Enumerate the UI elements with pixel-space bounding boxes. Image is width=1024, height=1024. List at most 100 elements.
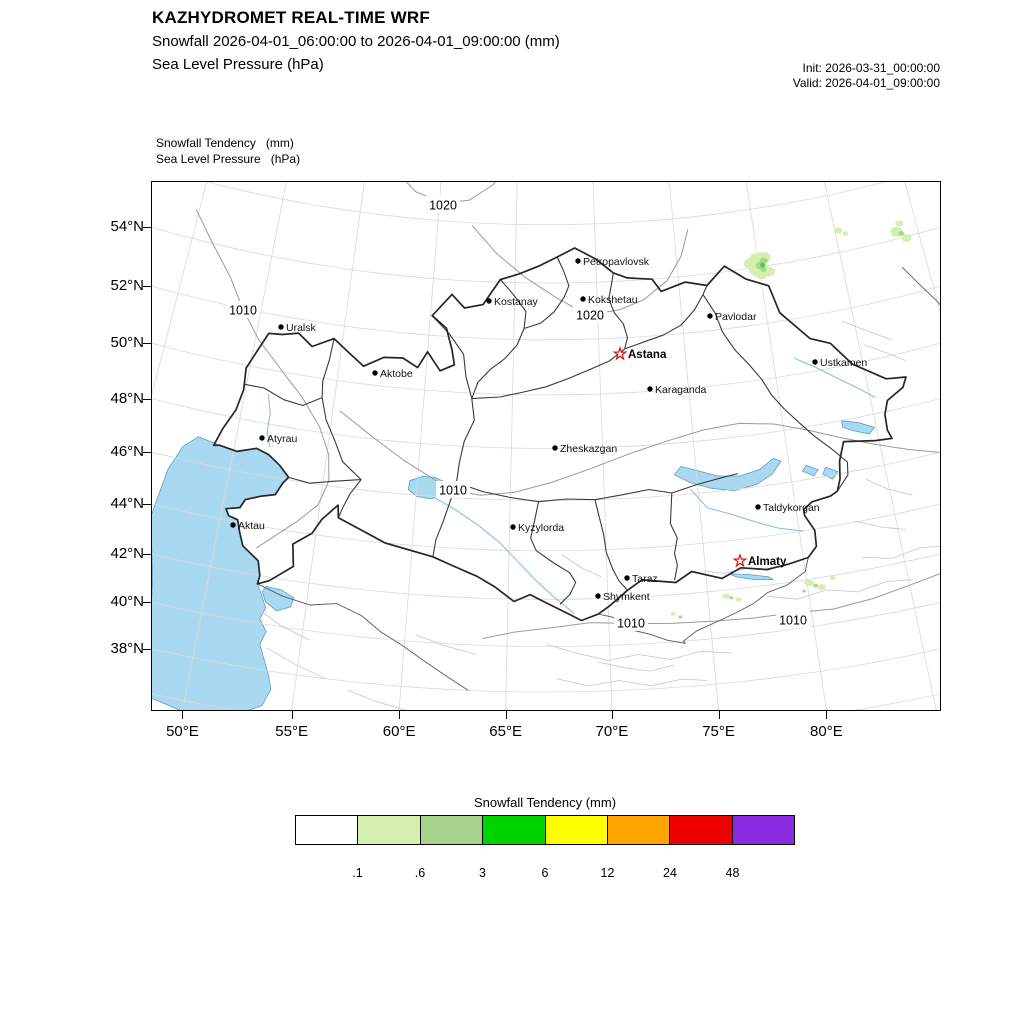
meridian-line — [824, 182, 937, 710]
city-marker — [647, 386, 653, 392]
meridian-line — [291, 182, 365, 710]
terrain-contour — [556, 678, 708, 687]
lat-tick-label: 44°N — [110, 495, 144, 513]
isobar-line — [339, 410, 940, 496]
region-boundary — [669, 492, 678, 581]
city-label: Taraz — [632, 573, 658, 585]
graticule — [152, 182, 940, 710]
colorbar-tick-label: 3 — [479, 866, 486, 880]
colorbar — [295, 815, 795, 845]
lat-tick-mark — [143, 602, 152, 604]
lat-tick-mark — [143, 343, 152, 345]
pressure-label: 1010 — [617, 617, 645, 631]
parallel-line — [152, 342, 940, 396]
river-line — [266, 394, 271, 447]
snowfall-patch — [722, 593, 730, 599]
city-label: Taldykorgan — [763, 502, 820, 514]
colorbar-tick-label: .6 — [414, 866, 426, 880]
parallel-line — [152, 648, 940, 693]
parallel-line — [206, 182, 886, 226]
river-line — [434, 497, 575, 614]
colorbar-cell — [606, 815, 670, 845]
init-time-label: Init: 2026-03-31_00:00:00 — [802, 61, 940, 75]
capital-label: Astana — [628, 349, 667, 361]
pressure-labels: 1020 1010 1020 1010 1010 1010 — [226, 196, 810, 631]
lon-tick-mark — [291, 711, 293, 719]
pressure-label-box — [226, 301, 260, 318]
lat-tick-label: 50°N — [110, 334, 144, 352]
colorbar-tick-label: 48 — [725, 866, 740, 880]
snowfall-patch — [898, 231, 905, 236]
snowfall-period-subtitle: Snowfall 2026-04-01_06:00:00 to 2026-04-… — [152, 33, 560, 50]
lat-tick-label: 40°N — [110, 593, 144, 611]
terrain-contour — [597, 661, 675, 672]
terrain-contour — [841, 320, 892, 341]
lat-tick-label: 42°N — [110, 545, 144, 563]
city-marker — [278, 324, 284, 330]
snowfall-patch — [901, 234, 912, 243]
snowfall-patch — [895, 220, 904, 227]
pressure-label: 1010 — [229, 304, 257, 318]
capital-star-icon — [612, 346, 628, 361]
capital-label: Almaty — [748, 556, 787, 568]
region-boundary — [431, 315, 475, 557]
meridian-line — [668, 182, 719, 710]
lat-tick-mark — [143, 398, 152, 400]
parallel-line — [152, 553, 940, 600]
terrain-contour — [854, 520, 907, 530]
city-marker — [624, 575, 630, 581]
snowfall-patch — [759, 257, 768, 264]
region-boundary — [288, 476, 362, 484]
sasykkol-lake — [822, 466, 839, 480]
lon-tick-mark — [505, 711, 507, 719]
city-marker — [259, 435, 265, 441]
snowfall-patch — [813, 583, 819, 588]
city-label: Kyzylorda — [518, 522, 564, 534]
colorbar-cell — [669, 815, 732, 845]
pressure-label-box — [614, 614, 648, 631]
lat-tick-mark — [143, 227, 152, 229]
map-legend-pressure: Sea Level Pressure (hPa) — [156, 152, 301, 166]
terrain-contour — [865, 478, 913, 496]
lat-tick-mark — [143, 554, 152, 556]
city-marker — [580, 296, 586, 302]
city-label: Zheskazgan — [560, 443, 617, 455]
lon-tick-mark — [182, 711, 184, 719]
city-marker — [552, 445, 558, 451]
lon-tick-label: 80°E — [810, 723, 843, 740]
lon-tick-mark — [718, 711, 720, 719]
alakol-lake — [801, 464, 819, 477]
pressure-label: 1020 — [429, 199, 457, 213]
terrain-contour — [561, 554, 602, 578]
city-marker — [510, 524, 516, 530]
meridian-line — [152, 182, 207, 396]
rivers — [266, 357, 876, 614]
city-label: Karaganda — [655, 384, 707, 396]
lat-tick-label: 54°N — [110, 218, 144, 236]
city-label: Ustkamen — [820, 357, 867, 369]
pressure-subtitle: Sea Level Pressure (hPa) — [152, 56, 324, 73]
colorbar-cell — [419, 815, 483, 845]
city-marker — [230, 522, 236, 528]
parallel-line — [152, 602, 940, 647]
city-label: Aktau — [238, 520, 265, 532]
neighbor-border — [901, 266, 940, 306]
parallel-line — [152, 285, 940, 341]
city-label: Atyrau — [267, 433, 298, 445]
region-boundaries — [244, 256, 849, 605]
city-marker — [812, 359, 818, 365]
isobar-line — [195, 209, 330, 549]
region-boundary — [471, 348, 626, 400]
meridian-line — [182, 182, 287, 710]
colorbar-cell — [544, 815, 607, 845]
terrain-contour — [545, 643, 732, 661]
snowfall-patch — [760, 266, 767, 273]
region-boundary — [530, 501, 577, 605]
lon-tick-label: 55°E — [275, 723, 308, 740]
meridian-line — [592, 182, 613, 710]
map-layers: Petropavlovsk Kostanay Kokshetau Pavlodar Ur… — [152, 182, 940, 710]
snowfall-patch — [750, 253, 762, 262]
river-line — [793, 357, 876, 399]
lat-tick-mark — [143, 504, 152, 506]
